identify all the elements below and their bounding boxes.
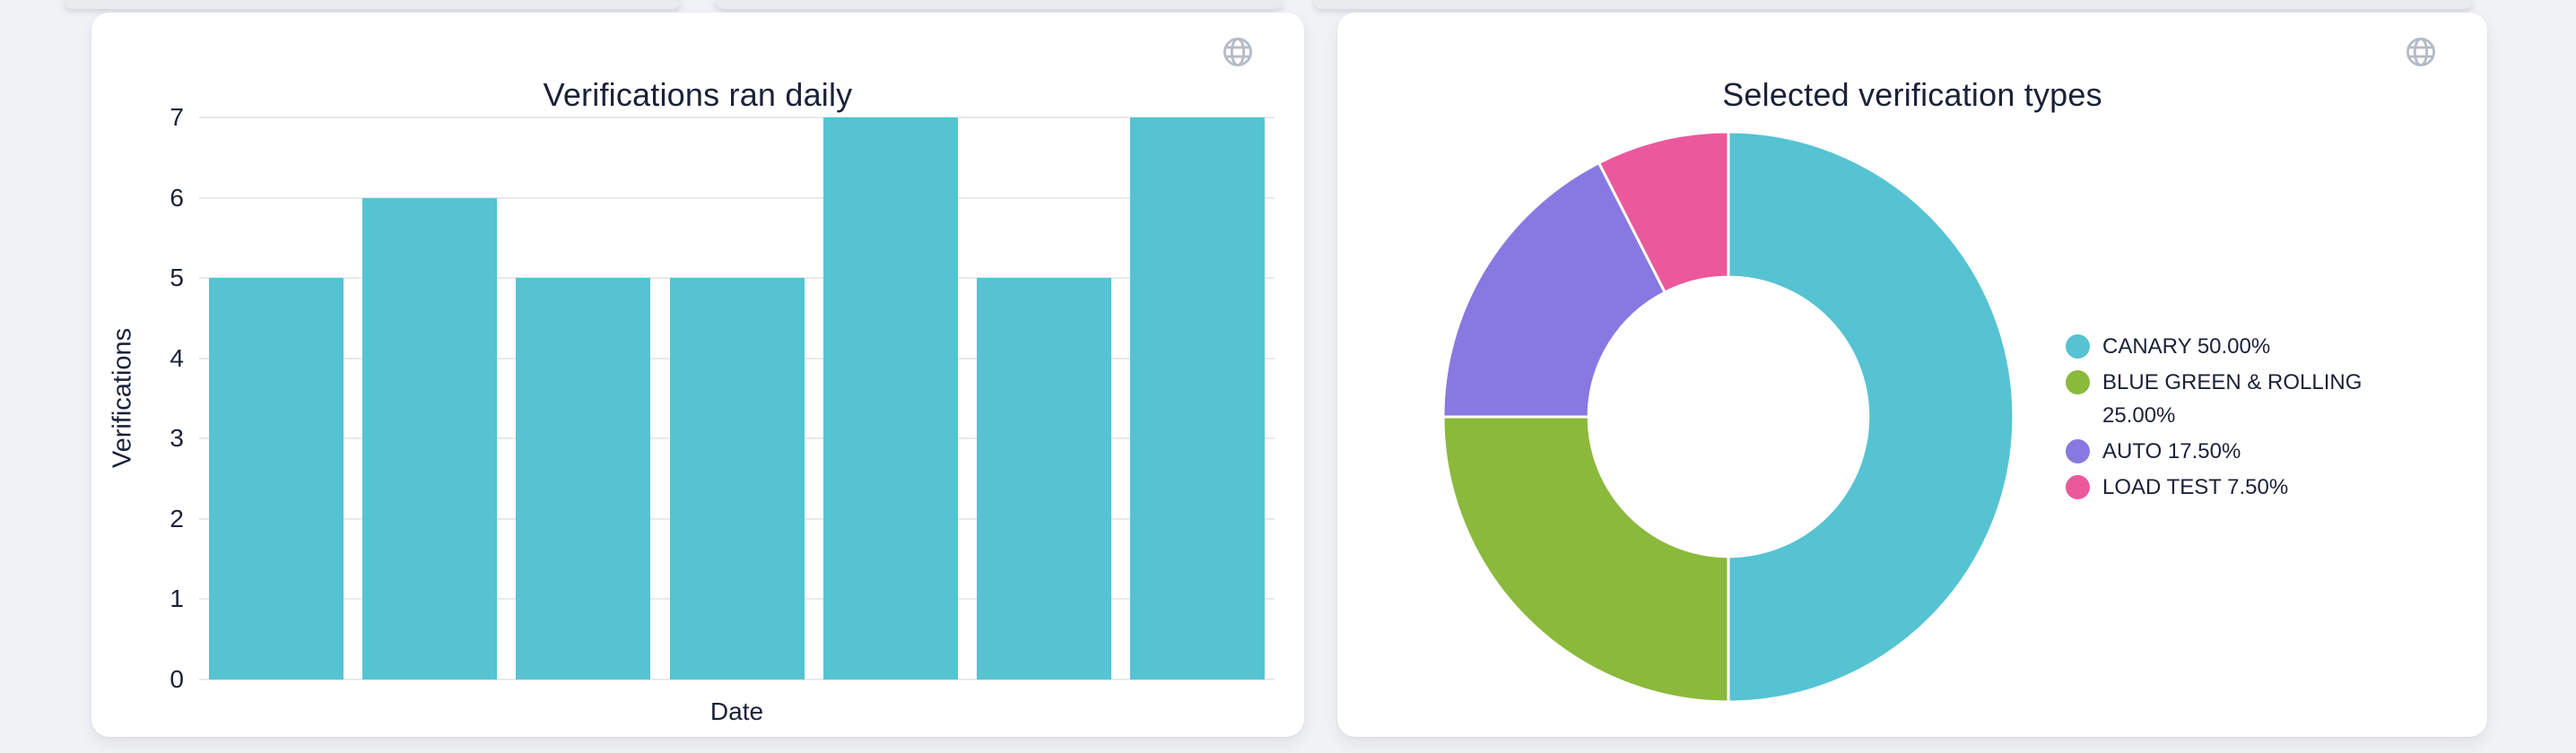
legend-item[interactable]: CANARY 50.00%	[2066, 330, 2378, 363]
top-card-remnant-3	[1313, 0, 2473, 9]
donut-slice-auto[interactable]	[1441, 160, 1667, 419]
timezone-globe-button[interactable]	[1221, 35, 1255, 69]
top-card-remnant-1	[64, 0, 682, 9]
y-axis-tick-label: 1	[170, 584, 184, 613]
x-axis-title: Date	[709, 697, 764, 725]
y-axis-ticks: 0 1 2 3 4 5 6 7	[127, 105, 184, 692]
legend-color-dot	[2066, 439, 2090, 463]
gridline	[199, 117, 1275, 118]
donut-chart	[1441, 130, 2015, 704]
bar-plot-area	[199, 117, 1275, 680]
donut-chart-card: Selected verification types CANARY 50.00…	[1337, 13, 2487, 737]
y-axis-tick-label: 0	[170, 665, 184, 693]
legend-item[interactable]: AUTO 17.50%	[2066, 435, 2378, 468]
legend-item[interactable]: LOAD TEST 7.50%	[2066, 471, 2378, 504]
legend-label: BLUE GREEN & ROLLING 25.00%	[2102, 370, 2363, 428]
y-axis-tick-label: 7	[170, 103, 184, 131]
bar[interactable]	[208, 278, 344, 679]
bar[interactable]	[977, 278, 1112, 679]
legend-color-dot	[2066, 334, 2090, 359]
bar[interactable]	[1130, 117, 1266, 679]
legend-item[interactable]: BLUE GREEN & ROLLING 25.00%	[2066, 366, 2378, 432]
donut-slice-load-test[interactable]	[1597, 130, 1730, 295]
bar[interactable]	[669, 278, 805, 679]
donut-legend: CANARY 50.00% BLUE GREEN & ROLLING 25.00%…	[2066, 327, 2378, 506]
timezone-globe-button[interactable]	[2404, 35, 2438, 69]
y-axis-tick-label: 5	[170, 264, 184, 292]
y-axis-tick-label: 4	[170, 343, 184, 372]
globe-icon	[1223, 38, 1252, 66]
bar[interactable]	[822, 117, 958, 679]
legend-color-dot	[2066, 475, 2090, 499]
y-axis-tick-label: 3	[170, 424, 184, 453]
donut-slice-canary[interactable]	[1727, 130, 2015, 704]
gridline	[199, 679, 1275, 680]
bar-chart-title: Verifications ran daily	[543, 75, 853, 113]
donut-chart-title: Selected verification types	[1722, 75, 2102, 113]
legend-color-dot	[2066, 370, 2090, 394]
gridline	[199, 196, 1275, 199]
legend-label: LOAD TEST 7.50%	[2102, 475, 2289, 499]
donut-slice-blue-green-rolling[interactable]	[1441, 415, 1730, 704]
y-axis-tick-label: 2	[170, 504, 184, 532]
bar[interactable]	[361, 197, 497, 679]
y-axis-tick-label: 6	[170, 183, 184, 212]
legend-label: AUTO 17.50%	[2102, 439, 2241, 463]
bar[interactable]	[516, 278, 651, 679]
globe-icon	[2406, 38, 2435, 66]
top-card-remnant-2	[715, 0, 1283, 9]
legend-label: CANARY 50.00%	[2102, 334, 2271, 359]
